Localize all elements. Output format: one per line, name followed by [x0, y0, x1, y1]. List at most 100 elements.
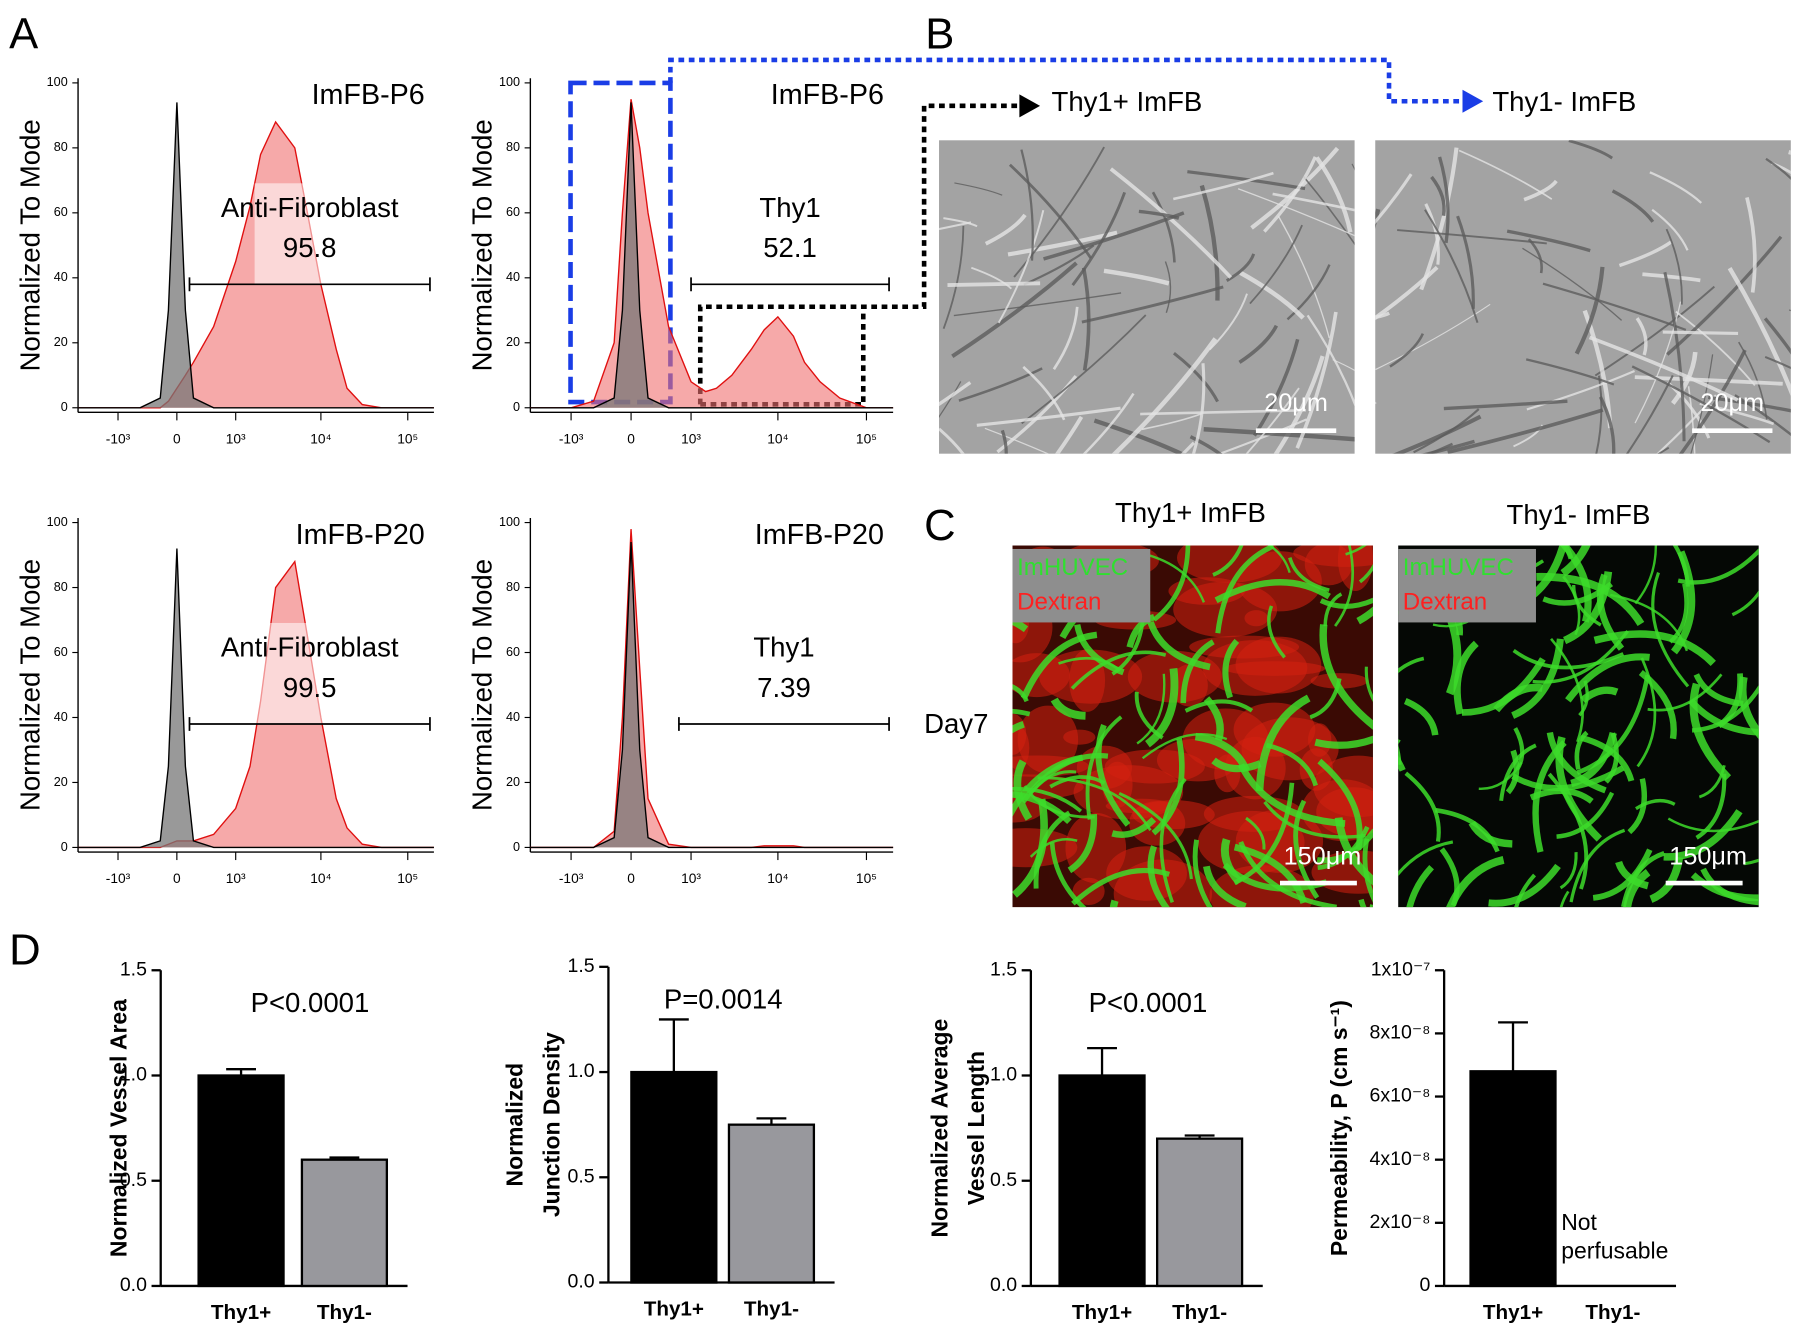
gate	[678, 717, 890, 731]
vessel	[1159, 777, 1187, 903]
cell	[958, 367, 1043, 402]
y-axis-label: Normalized Average	[926, 1019, 952, 1238]
vessel	[1147, 845, 1170, 908]
vessel	[1136, 673, 1166, 745]
y-tick-label: 1x10⁻⁷	[1371, 958, 1431, 980]
cell	[1081, 285, 1224, 324]
x-tick-label: 10³	[681, 871, 701, 886]
vessel	[1446, 856, 1505, 908]
y-tick-label: 40	[506, 710, 520, 724]
x-tick-label: 0	[627, 871, 635, 886]
y-tick-label: 0	[61, 840, 68, 854]
cell	[1419, 147, 1459, 291]
vessel	[1012, 721, 1025, 734]
cell	[1523, 179, 1558, 202]
vessel	[1215, 545, 1275, 634]
cell	[1727, 267, 1791, 397]
cell	[1542, 282, 1687, 331]
x-tick-label: -10³	[106, 432, 131, 447]
gate-label: Anti-Fibroblast	[221, 632, 399, 663]
gate-label-backdrop	[728, 622, 840, 724]
cell	[1642, 272, 1701, 283]
x-tick-label: Thy1+	[1072, 1301, 1132, 1324]
vessel	[1126, 614, 1156, 649]
panel-label: D	[9, 927, 40, 975]
cell	[1443, 399, 1568, 411]
vessel	[1263, 800, 1366, 839]
vessel	[1049, 775, 1106, 789]
vessel	[1267, 605, 1286, 659]
vessel	[1398, 840, 1454, 877]
vessel	[1559, 852, 1578, 890]
vessel	[1070, 650, 1167, 690]
error-bar	[658, 1018, 689, 1073]
y-tick-label: 100	[47, 75, 68, 89]
x-tick-label: 0	[173, 432, 181, 447]
gate-value: 7.39	[757, 672, 811, 703]
vessel	[1314, 735, 1373, 749]
vessel	[1638, 669, 1677, 740]
bar	[630, 1070, 718, 1284]
vessel	[1406, 865, 1434, 908]
vessel	[1222, 638, 1240, 699]
vessel	[1514, 873, 1537, 908]
bar	[197, 1074, 285, 1288]
cell	[1458, 149, 1553, 200]
cell	[1199, 184, 1220, 301]
y-tick-label: 20	[506, 335, 520, 349]
gate-label-backdrop	[254, 622, 365, 724]
blue-arrow	[1462, 89, 1484, 113]
x-tick-label: 0	[173, 871, 181, 886]
vessel	[1698, 765, 1726, 799]
cell	[1054, 415, 1084, 454]
gate	[188, 717, 431, 731]
cell	[942, 225, 965, 329]
y-tick-label: 0.5	[990, 1169, 1017, 1191]
area-outline	[78, 102, 434, 409]
y-tick-label: 0	[61, 400, 68, 414]
vessel	[1012, 798, 1048, 898]
cell	[1021, 314, 1147, 425]
cell	[1687, 386, 1696, 454]
y-tick-label: 80	[506, 580, 520, 594]
y-tick-label: 1.0	[990, 1064, 1017, 1086]
vessel	[1512, 649, 1625, 670]
vessel	[1203, 696, 1224, 742]
gate-value: 95.8	[283, 232, 337, 263]
vessel	[1345, 545, 1367, 556]
y-tick-label: 60	[506, 645, 520, 659]
x-tick-label: 10⁴	[310, 432, 331, 447]
y-tick-label: 1.5	[568, 955, 595, 977]
vessel	[1245, 816, 1266, 850]
scale-bar-label: 150μm	[1669, 842, 1747, 870]
cell	[1303, 176, 1355, 246]
vessel	[1627, 778, 1648, 835]
y-tick-label: 8x10⁻⁸	[1370, 1022, 1431, 1044]
y-tick-label: 80	[506, 140, 520, 154]
vessel	[1596, 573, 1625, 651]
gate-label: Anti-Fibroblast	[221, 192, 399, 223]
micrograph	[939, 140, 1355, 454]
area-outline	[78, 548, 434, 849]
cell	[1662, 330, 1739, 335]
cell	[939, 427, 965, 454]
x-tick-label: Thy1+	[1483, 1301, 1543, 1324]
vessel	[1572, 584, 1602, 627]
note: perfusable	[1561, 1238, 1668, 1264]
cell-texture	[1375, 140, 1791, 454]
cell	[1525, 358, 1615, 386]
vessel	[1398, 656, 1425, 674]
legend-label: ImHUVEC	[1017, 554, 1128, 581]
vessel	[1691, 684, 1759, 733]
vessel	[1493, 683, 1544, 713]
cell	[1656, 394, 1717, 454]
error-bar	[1498, 1021, 1528, 1072]
vessel	[1220, 838, 1243, 886]
y-tick-label: 100	[47, 515, 68, 529]
x-tick-label: 10³	[226, 432, 246, 447]
cell	[1375, 265, 1439, 321]
vessel	[1398, 755, 1406, 772]
bar	[1155, 1137, 1244, 1288]
vessel	[1058, 656, 1121, 672]
vessel	[1319, 597, 1373, 609]
